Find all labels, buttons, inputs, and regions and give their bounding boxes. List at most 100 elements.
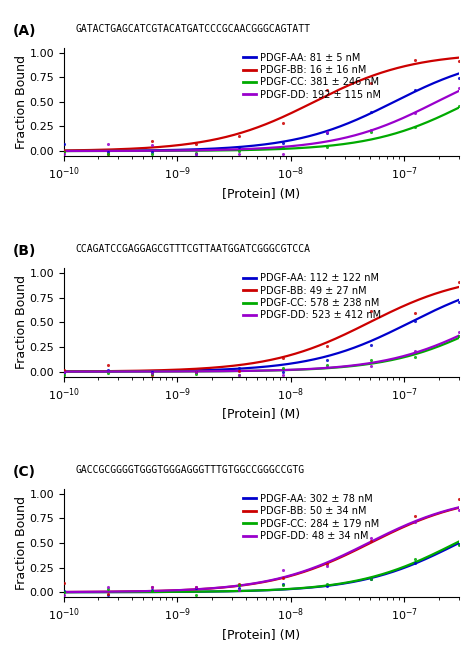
Point (280, 148, 287, 159)
Point (367, 106, 375, 117)
Point (280, 369, 287, 380)
Point (455, 539, 463, 549)
Point (280, 363, 287, 373)
Point (280, 565, 287, 576)
Point (148, 368, 155, 378)
Point (280, 118, 287, 128)
Point (148, 148, 155, 159)
Point (411, 122, 419, 133)
Point (192, 590, 200, 600)
Point (148, 585, 155, 595)
Text: (A): (A) (12, 24, 36, 38)
Point (411, 308, 419, 319)
Point (104, 148, 111, 159)
Point (192, 367, 200, 378)
Point (60, 148, 68, 159)
Legend: PDGF-AA: 81 ± 5 nM, PDGF-BB: 16 ± 16 nM, PDGF-CC: 381 ± 246 nM, PDGF-DD: 192 ± 1: PDGF-AA: 81 ± 5 nM, PDGF-BB: 16 ± 16 nM,… (243, 53, 381, 100)
Point (104, 148, 111, 159)
Point (60, 578, 68, 589)
Point (367, 535, 375, 546)
Point (411, 511, 419, 522)
Point (367, 533, 375, 543)
X-axis label: [Protein] (M): [Protein] (M) (222, 409, 301, 421)
Point (280, 143, 287, 153)
Point (455, 72, 463, 83)
Point (148, 585, 155, 596)
Point (455, 277, 463, 287)
Point (236, 584, 243, 595)
Point (192, 369, 200, 379)
Point (236, 131, 243, 141)
Point (323, 340, 331, 351)
Point (367, 574, 375, 584)
Point (411, 346, 419, 357)
Point (455, 330, 463, 341)
Point (236, 148, 243, 159)
Point (323, 85, 331, 95)
Point (323, 559, 331, 570)
Point (323, 355, 331, 366)
Point (236, 365, 243, 376)
Point (148, 136, 155, 147)
Point (60, 369, 68, 380)
Point (280, 573, 287, 583)
Point (411, 558, 419, 568)
Y-axis label: Fraction Bound: Fraction Bound (15, 55, 28, 149)
Point (236, 369, 243, 380)
Text: (B): (B) (12, 244, 36, 258)
Point (192, 367, 200, 377)
Point (367, 361, 375, 372)
Text: GATACTGAGCATCGTACATGATCCCGCAACGGGCAGTATT: GATACTGAGCATCGTACATGATCCCGCAACGGGCAGTATT (76, 24, 311, 34)
Point (323, 581, 331, 591)
Point (367, 355, 375, 365)
Point (148, 582, 155, 593)
Point (323, 359, 331, 370)
X-axis label: [Protein] (M): [Protein] (M) (222, 188, 301, 201)
Point (104, 365, 111, 376)
Point (411, 351, 419, 362)
Point (148, 367, 155, 377)
Point (60, 146, 68, 156)
Point (367, 78, 375, 88)
Point (411, 517, 419, 528)
Text: GACCGCGGGGTGGGTGGGAGGGTTTGTGGCCGGGCCGTG: GACCGCGGGGTGGGTGGGAGGGTTTGTGGCCGGGCCGTG (76, 465, 305, 475)
Point (192, 583, 200, 594)
Point (104, 139, 111, 150)
Point (236, 363, 243, 373)
Point (60, 367, 68, 378)
Legend: PDGF-AA: 112 ± 122 nM, PDGF-BB: 49 ± 27 nM, PDGF-CC: 578 ± 238 nM, PDGF-DD: 523 : PDGF-AA: 112 ± 122 nM, PDGF-BB: 49 ± 27 … (243, 273, 381, 321)
Point (236, 579, 243, 589)
Point (323, 141, 331, 152)
Y-axis label: Fraction Bound: Fraction Bound (15, 275, 28, 369)
Point (280, 579, 287, 589)
Point (148, 369, 155, 379)
Point (148, 369, 155, 380)
Point (236, 369, 243, 380)
Point (60, 586, 68, 597)
Point (455, 327, 463, 337)
Point (367, 125, 375, 135)
Point (367, 340, 375, 350)
Point (192, 148, 200, 159)
Point (411, 85, 419, 95)
Point (192, 581, 200, 592)
Point (455, 505, 463, 515)
Point (148, 147, 155, 158)
Legend: PDGF-AA: 302 ± 78 nM, PDGF-BB: 50 ± 34 nM, PDGF-CC: 284 ± 179 nM, PDGF-DD: 48 ± : PDGF-AA: 302 ± 78 nM, PDGF-BB: 50 ± 34 n… (243, 494, 379, 541)
Point (411, 316, 419, 327)
Point (104, 590, 111, 600)
Point (455, 101, 463, 111)
Point (60, 590, 68, 600)
Point (60, 366, 68, 376)
Point (104, 365, 111, 375)
Point (148, 581, 155, 592)
Point (323, 361, 331, 372)
Point (192, 139, 200, 150)
Point (104, 584, 111, 595)
Point (60, 365, 68, 375)
Point (60, 139, 68, 149)
Point (192, 581, 200, 592)
Text: (C): (C) (12, 465, 36, 479)
Point (104, 360, 111, 371)
Point (192, 148, 200, 158)
